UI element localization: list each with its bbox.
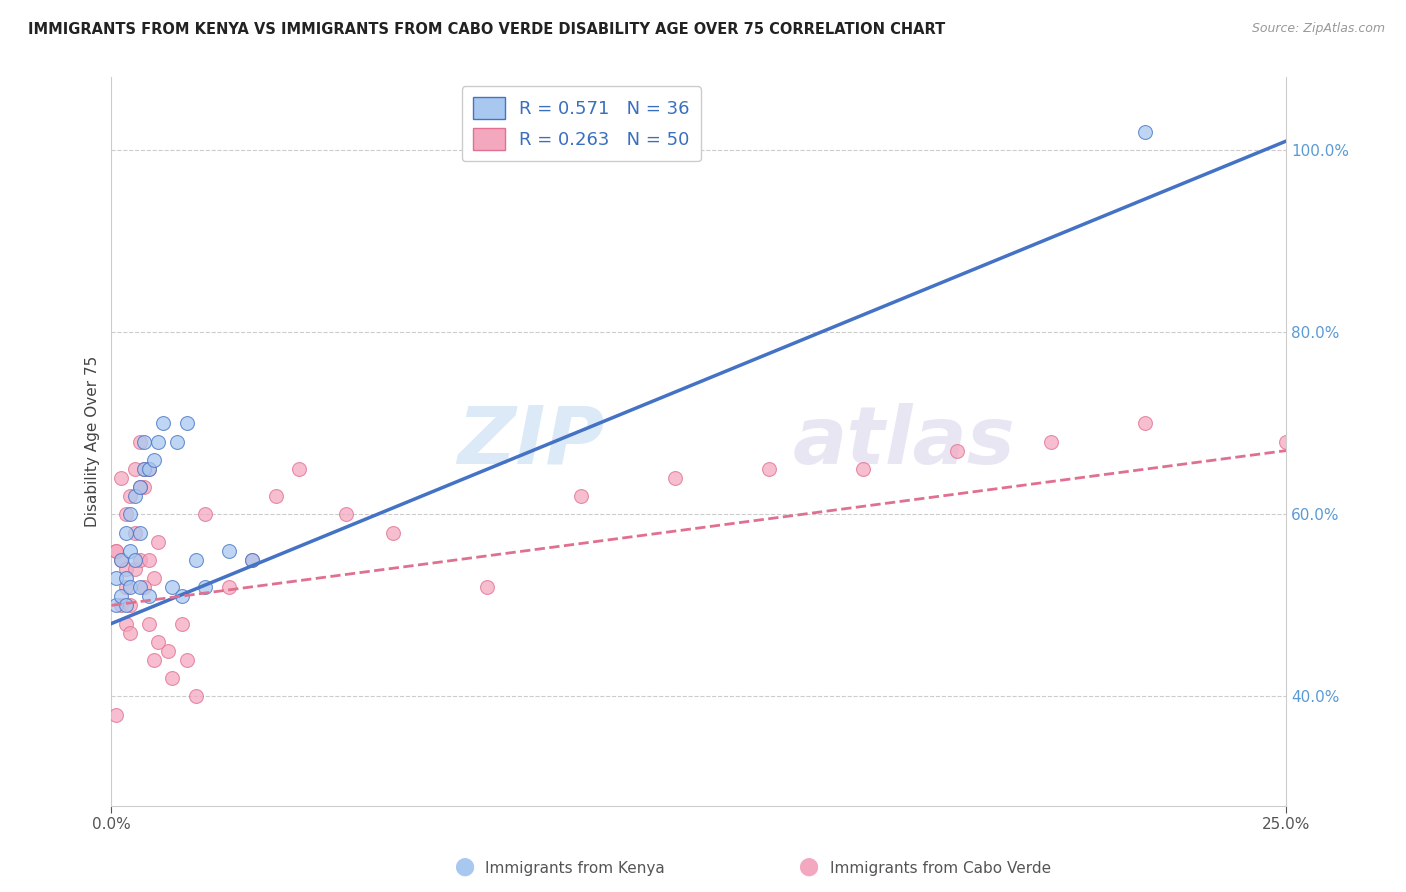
Text: ZIP: ZIP [457, 402, 605, 481]
Point [114, 599, 136, 613]
Point [134, 480, 156, 494]
Point [758, 462, 780, 476]
Point [105, 543, 128, 558]
Point [148, 434, 170, 449]
Point [128, 553, 150, 567]
Point [134, 434, 156, 449]
Point [114, 571, 136, 585]
Point [152, 417, 174, 431]
Point [142, 571, 165, 585]
Point [335, 508, 357, 522]
Point [156, 644, 179, 658]
Point [946, 443, 969, 458]
Text: atlas: atlas [793, 402, 1015, 481]
Point [120, 508, 142, 522]
Point [114, 616, 136, 631]
Point [148, 634, 170, 648]
Point [128, 480, 150, 494]
Point [110, 589, 132, 603]
Point [1133, 417, 1156, 431]
Point [114, 508, 136, 522]
Point [124, 525, 146, 540]
Point [105, 571, 128, 585]
Point [124, 462, 146, 476]
Point [194, 508, 217, 522]
Point [240, 553, 263, 567]
Point [166, 434, 188, 449]
Point [114, 580, 136, 594]
Point [124, 562, 146, 576]
Point [124, 553, 146, 567]
Text: ⬤: ⬤ [799, 857, 818, 876]
Text: Source: ZipAtlas.com: Source: ZipAtlas.com [1251, 22, 1385, 36]
Point [128, 525, 150, 540]
Point [1133, 125, 1156, 139]
Point [134, 580, 156, 594]
Point [105, 543, 128, 558]
Point [477, 871, 499, 886]
Point [170, 616, 193, 631]
Point [114, 562, 136, 576]
Point [134, 462, 156, 476]
Point [134, 462, 156, 476]
Text: IMMIGRANTS FROM KENYA VS IMMIGRANTS FROM CABO VERDE DISABILITY AGE OVER 75 CORRE: IMMIGRANTS FROM KENYA VS IMMIGRANTS FROM… [28, 22, 945, 37]
Point [110, 599, 132, 613]
Point [138, 462, 160, 476]
Point [105, 707, 128, 722]
Point [128, 434, 150, 449]
Point [1275, 434, 1298, 449]
Point [162, 580, 184, 594]
Point [142, 653, 165, 667]
Point [240, 553, 263, 567]
Point [218, 580, 240, 594]
Point [142, 452, 165, 467]
Point [124, 489, 146, 503]
Point [120, 625, 142, 640]
Point [162, 671, 184, 685]
Point [138, 462, 160, 476]
Point [120, 580, 142, 594]
Point [120, 599, 142, 613]
Point [184, 690, 207, 704]
Text: Immigrants from Cabo Verde: Immigrants from Cabo Verde [830, 861, 1050, 876]
Point [110, 553, 132, 567]
Point [128, 580, 150, 594]
Point [664, 471, 686, 485]
Point [218, 543, 240, 558]
Point [184, 553, 207, 567]
Point [170, 589, 193, 603]
Point [110, 471, 132, 485]
Point [110, 553, 132, 567]
Point [852, 462, 875, 476]
Legend: R = 0.571   N = 36, R = 0.263   N = 50: R = 0.571 N = 36, R = 0.263 N = 50 [461, 87, 700, 161]
Text: ⬤: ⬤ [454, 857, 474, 876]
Point [477, 580, 499, 594]
Text: Immigrants from Kenya: Immigrants from Kenya [485, 861, 665, 876]
Point [569, 489, 592, 503]
Point [138, 589, 160, 603]
Point [264, 489, 287, 503]
Point [138, 553, 160, 567]
Point [105, 599, 128, 613]
Point [128, 480, 150, 494]
Point [120, 543, 142, 558]
Point [523, 871, 546, 886]
Point [176, 653, 198, 667]
Point [194, 580, 217, 594]
Y-axis label: Disability Age Over 75: Disability Age Over 75 [86, 356, 100, 527]
Point [288, 462, 311, 476]
Point [120, 489, 142, 503]
Point [148, 534, 170, 549]
Point [114, 525, 136, 540]
Point [176, 417, 198, 431]
Point [138, 616, 160, 631]
Point [1040, 434, 1063, 449]
Point [382, 525, 405, 540]
